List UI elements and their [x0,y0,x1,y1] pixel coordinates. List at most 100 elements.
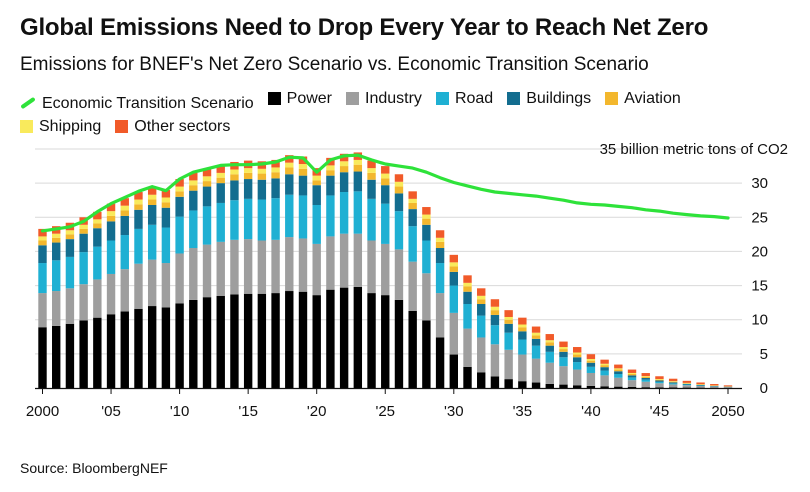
bar-segment-aviation [230,174,239,181]
bar-segment-aviation [531,335,541,339]
bar-segment-aviation [120,210,129,216]
bar-segment-buildings [175,196,184,217]
bar-segment-other-sectors [147,187,157,195]
bar-segment-aviation [600,365,609,368]
bar-segment-aviation [79,228,88,234]
bar-segment-industry [312,243,321,296]
bar-segment-aviation [518,327,527,332]
bar-segment-power [298,291,308,388]
bar-segment-shipping [189,180,198,186]
legend-item: Shipping [20,115,101,138]
bar-segment-shipping [175,186,184,192]
bar-segment-power [422,320,431,388]
bar-segment-power [312,295,321,388]
bar-segment-road [545,351,554,363]
bar-segment-buildings [614,371,623,375]
x-tick-label: '15 [238,403,258,420]
bar-segment-power [641,387,650,388]
bar-segment-buildings [518,331,527,340]
bar-segment-shipping [586,358,596,361]
bar-segment-industry [353,233,363,287]
bar-segment-power [600,386,609,388]
bar-segment-buildings [449,271,458,286]
legend-label: Aviation [624,90,681,107]
bar-segment-shipping [52,233,61,238]
bar-segment-road [161,227,171,264]
legend-item: Buildings [507,87,591,110]
bar-segment-aviation [353,164,363,172]
x-tick-label: '30 [444,403,464,420]
legend-label: Buildings [526,90,592,107]
bar-segment-power [106,314,116,388]
bar-segment-industry [600,375,609,387]
bar-segment-aviation [435,241,445,249]
bar-segment-other-sectors [422,207,431,215]
bar-segment-aviation [257,173,267,180]
y-tick-label: 10 [751,312,768,329]
bar-segment-other-sectors [408,191,417,199]
bar-segment-other-sectors [175,179,184,187]
bar-segment-road [614,374,623,378]
bar-segment-buildings [408,209,417,227]
bar-segment-power [449,354,458,388]
bar-segment-industry [298,238,308,292]
x-tick-label: '25 [375,403,395,420]
bar-segment-industry [627,380,637,387]
bar-segment-power [189,299,198,388]
bar-segment-road [463,304,472,329]
bar-segment-other-sectors [38,228,47,237]
bar-segment-industry [723,387,733,388]
bar-segment-industry [271,239,280,294]
bar-segment-other-sectors [477,288,486,296]
legend-label: Economic Transition Scenario [42,94,254,112]
bar-segment-industry [257,240,267,294]
x-tick-label: '40 [581,403,601,420]
bar-segment-buildings [381,185,390,204]
bar-segment-road [655,381,664,384]
legend-item: Power [267,87,332,110]
bar-segment-industry [326,236,335,290]
bar-segment-other-sectors [723,385,733,387]
x-tick-label: '05 [101,403,121,420]
bar-segment-other-sectors [614,364,623,369]
bar-segment-buildings [668,382,678,384]
bar-segment-buildings [216,183,225,203]
bar-segment-power [79,320,88,388]
bar-segment-power [93,317,102,388]
bar-segment-buildings [257,179,267,200]
bar-segment-power [353,286,363,388]
bar-segment-road [257,199,267,241]
bar-segment-other-sectors [668,378,678,382]
bar-segment-power [381,295,390,388]
bar-segment-aviation [367,172,376,180]
bar-segment-road [627,377,637,381]
bar-segment-aviation [655,379,664,381]
bar-segment-power [655,387,664,388]
bar-segment-road [531,345,541,359]
bar-segment-other-sectors [381,166,390,174]
bar-segment-road [353,191,363,234]
bar-segment-road [449,285,458,313]
bar-segment-aviation [216,177,225,184]
bar-segment-industry [175,253,184,304]
bar-segment-other-sectors [545,334,554,341]
bar-segment-power [435,337,445,388]
bar-segment-other-sectors [586,354,596,359]
bar-segment-aviation [586,360,596,363]
bar-segment-buildings [285,174,294,195]
bar-segment-other-sectors [696,382,705,385]
bar-segment-buildings [627,375,637,378]
legend-label: Industry [365,90,422,107]
bar-segment-aviation [106,215,116,222]
bar-segment-power [531,382,541,388]
bar-segment-buildings [600,367,609,371]
bar-segment-aviation [147,199,157,205]
bar-segment-aviation [477,299,486,305]
bar-segment-aviation [326,170,335,176]
y-tick-label: 15 [751,278,768,295]
bar-segment-industry [106,273,116,315]
bar-segment-power [490,376,500,388]
bar-segment-power [243,293,253,388]
legend-item: Industry [346,87,422,110]
bar-segment-other-sectors [134,192,143,200]
